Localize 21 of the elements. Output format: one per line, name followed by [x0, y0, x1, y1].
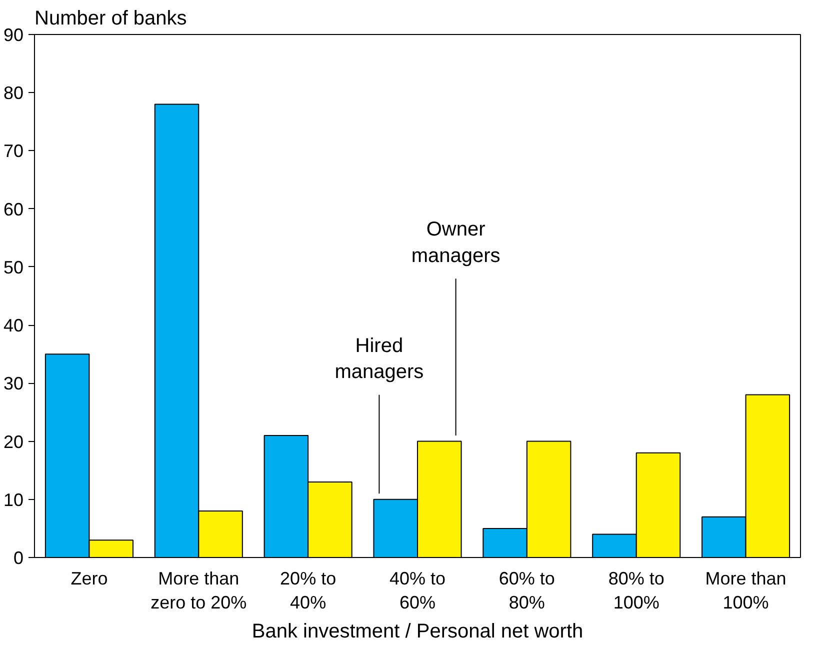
x-axis-title: Bank investment / Personal net worth [252, 620, 584, 642]
x-tick-label: 40% to 60% [389, 568, 446, 612]
x-tick-label: 20% to 40% [280, 568, 336, 612]
x-tick-label: More than zero to 20% [150, 568, 247, 612]
text: Hired managers [334, 334, 424, 384]
x-tick-label: 60% to 80% [498, 568, 555, 612]
y-tick-label: 0 [13, 548, 24, 568]
y-tick-label: 20 [3, 432, 24, 452]
x-tick-label: Zero [70, 568, 108, 588]
x-tick-label: More than 100% [705, 568, 786, 612]
text: Owner managers [411, 218, 500, 267]
x-tick-label: 80% to 100% [608, 568, 664, 612]
y-tick-label: 70 [3, 141, 24, 162]
y-tick-label: 90 [3, 25, 24, 45]
y-tick-label: 10 [3, 490, 24, 510]
y-tick-label: 60 [3, 199, 24, 220]
y-axis-title: Number of banks [34, 8, 187, 30]
y-tick-label: 80 [3, 83, 24, 104]
y-tick-label: 50 [3, 257, 24, 278]
y-tick-label: 30 [3, 374, 24, 394]
y-tick-label: 40 [3, 316, 24, 336]
